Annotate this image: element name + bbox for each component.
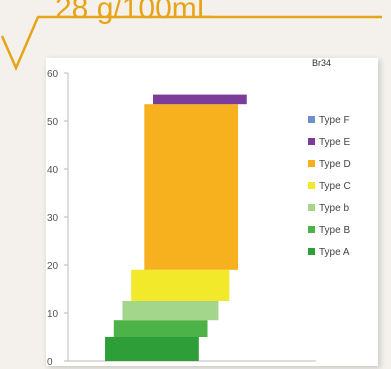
- y-tick-label: 30: [47, 213, 59, 224]
- legend-label-type-b: Type b: [319, 203, 349, 214]
- plot-card: 0 10 20 30 40 50 60 Br34 Type F Type E Type D Typ…: [46, 58, 378, 366]
- y-tick-label: 60: [47, 69, 59, 80]
- legend-label-type-e: Type E: [319, 137, 350, 148]
- y-tick-label: 10: [47, 309, 59, 320]
- bar-type-d: [144, 104, 239, 270]
- legend-label-type-b: Type B: [319, 225, 350, 236]
- legend-swatch-type-b: [308, 204, 315, 211]
- y-tick-label: 20: [47, 261, 59, 272]
- legend-swatch-type-e: [308, 138, 315, 145]
- legend-label-type-a: Type A: [319, 247, 350, 258]
- legend: Type F Type E Type D Type C Type b Type B Type…: [308, 115, 351, 258]
- frame-line: [0, 15, 382, 72]
- legend-label-type-d: Type D: [319, 159, 351, 170]
- legend-label-type-f: Type F: [319, 115, 350, 126]
- title-frame: 28 g/100mL: [0, 0, 382, 72]
- legend-swatch-type-a: [308, 248, 315, 255]
- y-tick-label: 0: [47, 357, 53, 366]
- bar-type-c: [131, 269, 230, 301]
- y-tick-label: 40: [47, 165, 59, 176]
- bar-type-e: [153, 94, 247, 105]
- bars: [105, 94, 247, 361]
- legend-swatch-type-d: [308, 160, 315, 167]
- bar-type-b: [113, 320, 208, 337]
- legend-label-type-c: Type C: [319, 181, 351, 192]
- chart-title: Br34: [312, 58, 331, 68]
- legend-swatch-type-b: [308, 226, 315, 233]
- bar-type-a: [105, 337, 199, 361]
- bar-type-b: [122, 301, 219, 321]
- y-tick-label: 50: [47, 117, 59, 128]
- chart-heading: 28 g/100mL: [55, 0, 213, 25]
- legend-swatch-type-f: [308, 116, 315, 123]
- legend-swatch-type-c: [308, 182, 315, 189]
